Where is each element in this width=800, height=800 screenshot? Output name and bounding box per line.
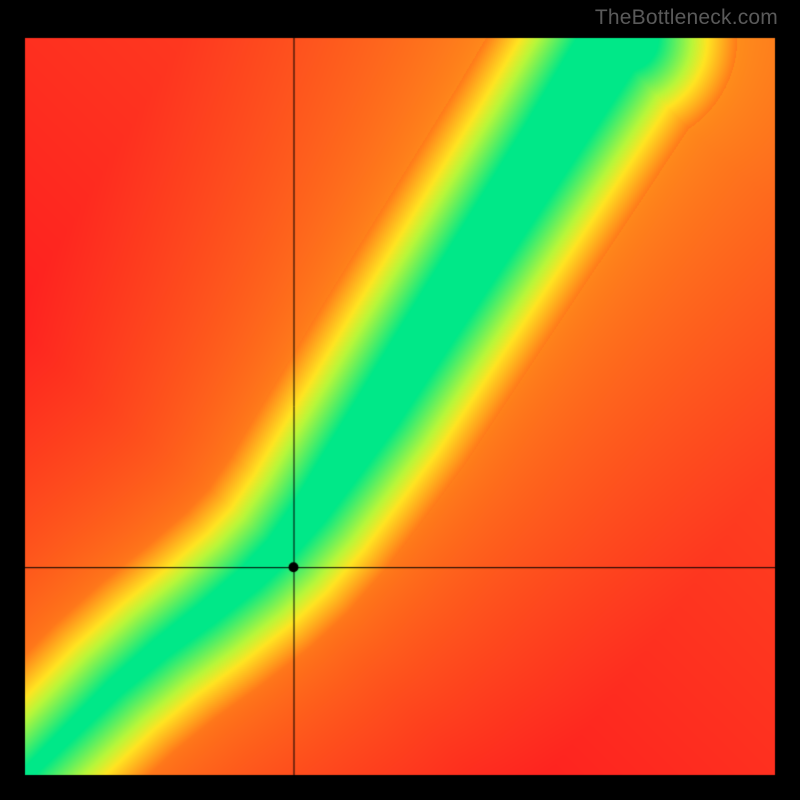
bottleneck-heatmap (0, 0, 800, 800)
watermark-text: TheBottleneck.com (595, 6, 778, 30)
